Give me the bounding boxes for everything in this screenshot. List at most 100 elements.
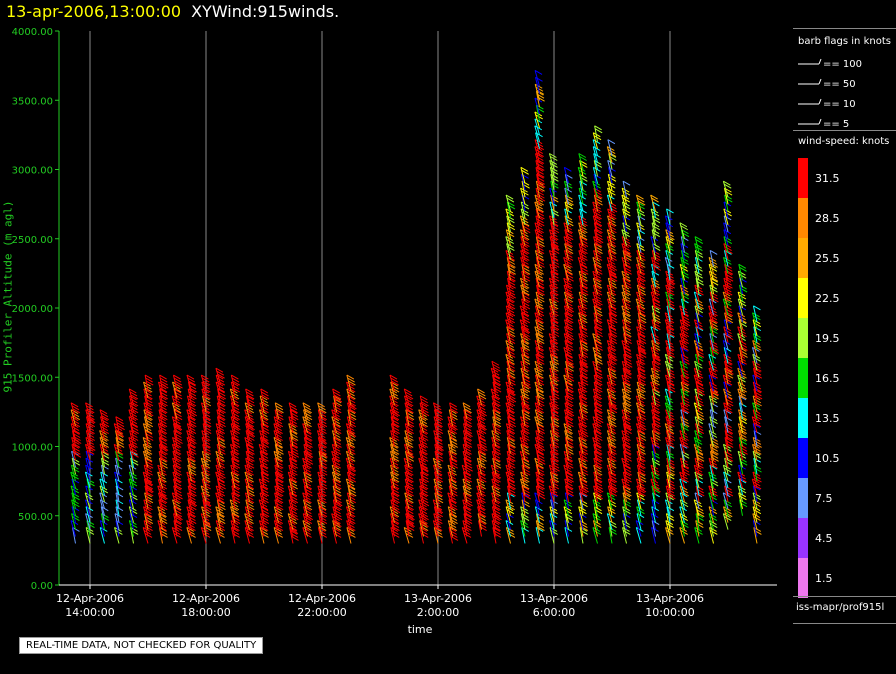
wind-barb <box>578 333 588 350</box>
wind-barb <box>636 436 646 454</box>
wind-barb <box>433 430 443 447</box>
wind-barb <box>244 416 255 433</box>
wind-barb <box>534 83 545 101</box>
y-tick-label: 1500.00 <box>12 373 53 384</box>
wind-barb <box>606 146 617 163</box>
wind-barb <box>577 305 588 322</box>
wind-barb <box>592 208 602 226</box>
x-tick-date: 12-Apr-2006 <box>56 592 124 605</box>
wind-barb <box>621 243 632 260</box>
wind-barb <box>432 402 443 419</box>
wind-barb <box>549 263 559 281</box>
wind-barb <box>534 416 544 433</box>
wind-barb <box>172 471 182 489</box>
wind-barb <box>143 499 153 516</box>
wind-barb <box>273 423 283 440</box>
wind-barb <box>476 430 486 447</box>
wind-barb <box>621 388 632 406</box>
wind-barb <box>317 423 327 440</box>
wind-barb <box>520 360 530 378</box>
x-tick-date: 12-Apr-2006 <box>172 592 240 605</box>
wind-barb <box>636 492 645 509</box>
wind-barb <box>607 457 617 475</box>
wind-barb <box>99 527 108 544</box>
wind-barb <box>287 485 298 503</box>
wind-barb <box>85 457 94 475</box>
y-tick-label: 4000.00 <box>12 27 53 38</box>
wind-barb <box>520 367 530 385</box>
x-tick-date: 13-Apr-2006 <box>520 592 588 605</box>
wind-barb <box>520 471 530 489</box>
wind-barb <box>592 256 602 274</box>
wind-barb <box>534 436 545 454</box>
wind-barb <box>505 340 515 357</box>
wind-barb <box>563 166 572 184</box>
wind-barb <box>433 513 443 530</box>
wind-barb <box>476 499 486 516</box>
wind-barb <box>505 402 515 419</box>
wind-barb <box>230 430 240 447</box>
wind-barb <box>535 243 545 260</box>
wind-barb <box>505 305 516 322</box>
wind-barb <box>477 388 487 406</box>
legend-panel: barb flags in knots == 100 == 50 == 10 == 5… <box>793 28 896 624</box>
speed-scale-label: 16.5 <box>815 372 840 385</box>
speed-swatch <box>798 478 808 518</box>
wind-barb <box>462 402 472 419</box>
wind-barb <box>331 416 341 433</box>
wind-barb <box>85 485 93 503</box>
wind-barb <box>549 305 559 322</box>
wind-barb <box>187 402 198 419</box>
wind-barb <box>593 457 603 475</box>
wind-barb <box>317 402 327 419</box>
data-source-label: iss-mapr/prof915l <box>796 602 885 613</box>
x-tick-time: 10:00:00 <box>645 606 694 619</box>
wind-barb <box>563 236 573 253</box>
wind-barb <box>419 395 429 412</box>
wind-barb <box>70 409 81 426</box>
wind-barb <box>345 423 357 440</box>
wind-barb <box>230 450 240 468</box>
wind-barb <box>201 430 211 447</box>
wind-barb <box>331 464 342 482</box>
wind-barb <box>476 464 486 482</box>
wind-barb <box>187 464 197 482</box>
wind-barb <box>563 333 574 350</box>
wind-barb <box>519 215 530 232</box>
wind-barb <box>534 326 544 343</box>
y-tick-label: 3500.00 <box>12 96 53 107</box>
wind-barb <box>303 443 314 461</box>
wind-barb <box>128 416 138 433</box>
wind-barb <box>215 381 226 399</box>
wind-barb <box>418 423 429 440</box>
wind-barb <box>534 250 545 267</box>
wind-barb <box>418 416 428 433</box>
wind-barb <box>230 464 240 482</box>
wind-barb <box>621 236 632 253</box>
wind-barb <box>99 492 108 509</box>
wind-barb <box>621 416 632 433</box>
speed-scale-label: 7.5 <box>815 492 833 505</box>
wind-barb <box>317 499 327 516</box>
wind-barb <box>520 236 530 253</box>
wind-barb <box>563 284 574 302</box>
wind-barb <box>302 478 312 496</box>
wind-barb <box>534 402 545 419</box>
wind-barb <box>606 409 617 426</box>
wind-barb <box>606 180 616 198</box>
wind-barb <box>186 527 196 544</box>
wind-barb <box>215 457 226 475</box>
x-tick-time: 6:00:00 <box>533 606 575 619</box>
wind-barb <box>534 409 545 426</box>
wind-barb <box>578 457 588 475</box>
wind-barb <box>534 367 544 385</box>
speed-scale-label: 22.5 <box>815 292 840 305</box>
wind-barb <box>186 436 196 454</box>
wind-barb <box>390 499 401 516</box>
wind-barb <box>520 277 530 295</box>
wind-barb <box>549 298 559 316</box>
wind-barb <box>520 443 530 461</box>
speed-swatch <box>798 278 808 318</box>
wind-barb <box>215 464 226 482</box>
wind-barb <box>447 520 458 537</box>
